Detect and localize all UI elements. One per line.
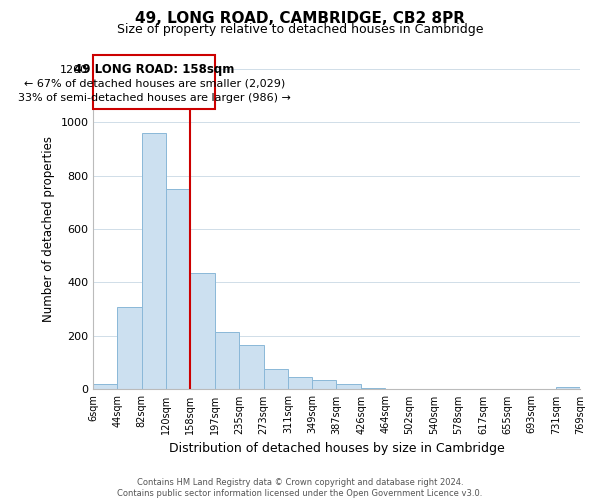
Bar [263,370,288,390]
Text: 49 LONG ROAD: 158sqm: 49 LONG ROAD: 158sqm [74,64,235,76]
Bar [312,380,336,390]
Bar [336,384,361,390]
Bar [166,189,190,390]
Text: ← 67% of detached houses are smaller (2,029): ← 67% of detached houses are smaller (2,… [23,78,285,88]
Text: Contains HM Land Registry data © Crown copyright and database right 2024.
Contai: Contains HM Land Registry data © Crown c… [118,478,482,498]
X-axis label: Distribution of detached houses by size in Cambridge: Distribution of detached houses by size … [169,442,505,455]
Text: 33% of semi-detached houses are larger (986) →: 33% of semi-detached houses are larger (… [18,93,290,103]
Bar [93,384,118,390]
FancyBboxPatch shape [93,55,215,108]
Text: 49, LONG ROAD, CAMBRIDGE, CB2 8PR: 49, LONG ROAD, CAMBRIDGE, CB2 8PR [135,11,465,26]
Bar [288,376,312,390]
Bar [118,306,142,390]
Bar [190,273,215,390]
Bar [215,332,239,390]
Bar [142,132,166,390]
Text: Size of property relative to detached houses in Cambridge: Size of property relative to detached ho… [117,22,483,36]
Bar [239,346,263,390]
Bar [556,388,580,390]
Y-axis label: Number of detached properties: Number of detached properties [41,136,55,322]
Bar [361,388,385,390]
